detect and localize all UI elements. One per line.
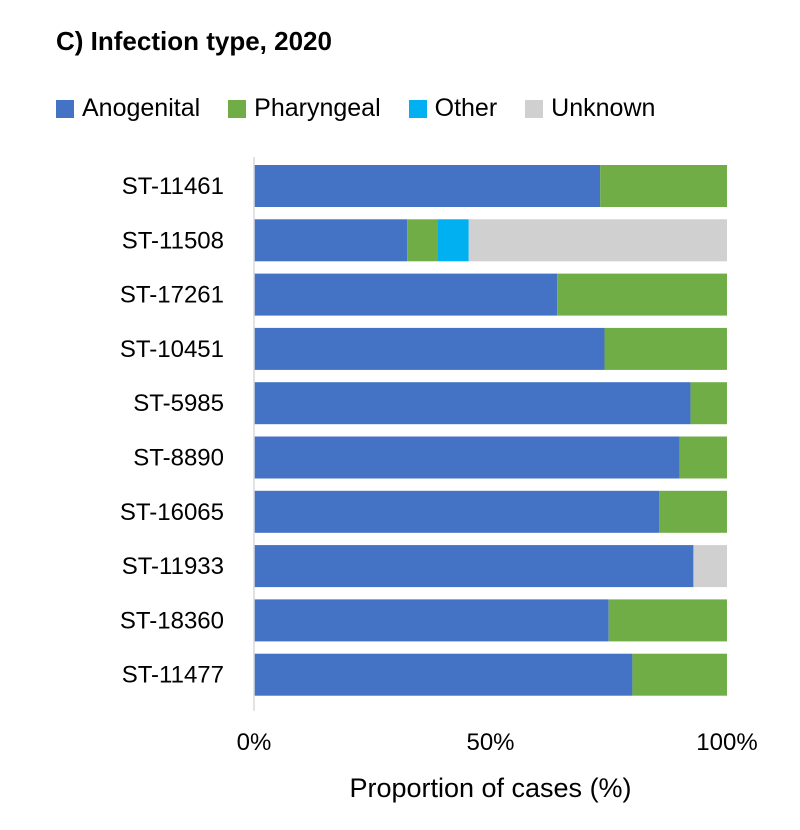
bar-segment-anogenital	[254, 545, 694, 588]
x-axis-title: Proportion of cases (%)	[349, 773, 631, 803]
bar-segment-pharyngeal	[659, 490, 727, 533]
bar-segment-pharyngeal	[679, 436, 727, 479]
legend-item-other: Other	[408, 94, 498, 123]
x-tick-label: 50%	[466, 729, 514, 756]
legend-swatch	[56, 99, 74, 118]
bar-segment-pharyngeal	[604, 327, 727, 370]
bar-segment-unknown	[693, 545, 727, 588]
legend: Anogenital Pharyngeal Other Unknown	[56, 94, 683, 123]
legend-swatch	[408, 99, 427, 118]
category-label: ST-11477	[122, 662, 224, 689]
legend-item-unknown: Unknown	[525, 94, 655, 123]
bar-segment-pharyngeal	[690, 382, 727, 425]
bar-segment-anogenital	[254, 327, 605, 370]
category-label: ST-18360	[120, 607, 224, 634]
x-tick-label: 0%	[237, 729, 272, 756]
chart-title: C) Infection type, 2020	[56, 26, 332, 56]
legend-label: Anogenital	[82, 94, 201, 122]
legend-swatch	[525, 99, 544, 118]
x-tick-label: 100%	[696, 729, 757, 756]
category-label: ST-11508	[122, 227, 224, 254]
category-label: ST-11933	[122, 553, 224, 580]
category-label: ST-10451	[120, 336, 224, 363]
bar-segment-anogenital	[254, 490, 660, 533]
bar-segment-anogenital	[254, 273, 558, 316]
bar-segment-anogenital	[254, 599, 609, 642]
bar-segment-pharyngeal	[407, 219, 438, 262]
legend-swatch	[228, 99, 247, 118]
category-label: ST-17261	[120, 282, 224, 309]
bar-segment-pharyngeal	[632, 653, 727, 696]
bar-segment-anogenital	[254, 436, 680, 479]
legend-label: Pharyngeal	[254, 94, 381, 122]
bar-segment-pharyngeal	[557, 273, 727, 316]
bar-segment-anogenital	[254, 219, 408, 262]
bar-segment-anogenital	[254, 653, 633, 696]
legend-label: Unknown	[551, 94, 656, 122]
bar-segment-pharyngeal	[600, 165, 727, 207]
bar-segment-pharyngeal	[608, 599, 727, 642]
category-label: ST-5985	[133, 390, 224, 417]
bar-segment-other	[437, 219, 469, 262]
legend-item-anogenital: Anogenital	[56, 94, 200, 123]
bar-segment-anogenital	[254, 165, 601, 207]
legend-label: Other	[434, 94, 498, 122]
bar-segment-unknown	[468, 219, 727, 262]
category-label: ST-11461	[122, 173, 224, 200]
category-label: ST-16065	[120, 499, 224, 526]
category-label: ST-8890	[133, 445, 224, 472]
bar-segment-anogenital	[254, 382, 691, 425]
legend-item-pharyngeal: Pharyngeal	[228, 94, 381, 123]
